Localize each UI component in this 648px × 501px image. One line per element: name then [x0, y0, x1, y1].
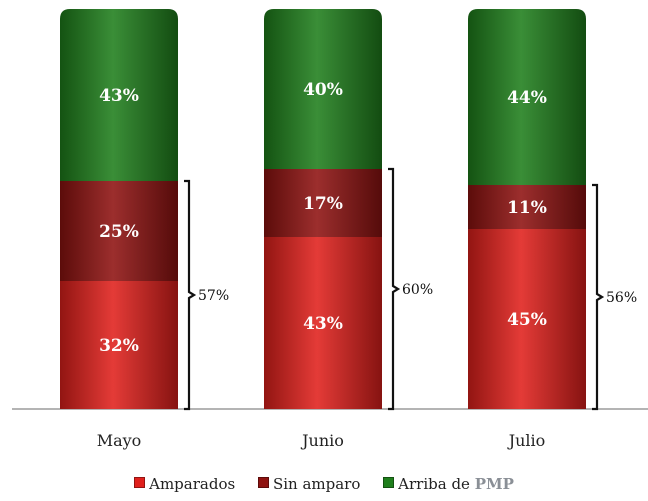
bracket-label-julio: 56%: [606, 290, 637, 306]
legend-item-arriba-de-pmp: Arriba de PMP: [383, 475, 514, 493]
category-label-mayo: Mayo: [97, 431, 142, 450]
legend-item-amparados: Amparados: [134, 475, 235, 493]
bracket-label-mayo: 57%: [198, 288, 229, 304]
data-label-julio-amparados: 45%: [507, 310, 547, 330]
bar-julio-arriba-de-pmp: [468, 9, 586, 185]
brackets-layer: 57% 60% 56%: [184, 167, 637, 411]
bar-junio-sin-amparo: [264, 169, 382, 237]
data-label-junio-arriba-de-pmp: 40%: [303, 80, 343, 100]
bracket-mayo: [184, 179, 197, 411]
legend-item-sin-amparo: Sin amparo: [257, 475, 361, 493]
bar-julio-sin-amparo: [468, 185, 586, 229]
bar-julio-amparados: [468, 229, 586, 409]
legend-label-amparados: Amparados: [149, 475, 236, 493]
legend-label-arriba-de: Arriba de: [398, 475, 475, 493]
data-label-mayo-arriba-de-pmp: 43%: [99, 86, 139, 106]
bar-junio-amparados: [264, 237, 382, 409]
data-label-mayo-amparados: 32%: [99, 336, 139, 356]
data-label-junio-amparados: 43%: [303, 314, 343, 334]
bar-junio-arriba-de-pmp: [264, 9, 382, 169]
bracket-julio: [592, 183, 605, 411]
data-label-junio-sin-amparo: 17%: [303, 194, 343, 214]
legend-label-sin-amparo: Sin amparo: [272, 475, 361, 493]
bracket-junio: [388, 167, 401, 411]
bracket-label-junio: 60%: [402, 282, 433, 298]
category-label-junio: Junio: [300, 431, 344, 450]
legend-label-pmp: PMP: [474, 475, 514, 493]
labels-layer: 32% 25% 43% 43% 17% 40% 45% 11% 44%: [99, 80, 547, 356]
bar-mayo-amparados: [60, 281, 178, 409]
legend-swatch-amparados: [134, 477, 146, 488]
data-label-julio-sin-amparo: 11%: [507, 198, 547, 218]
data-label-julio-arriba-de-pmp: 44%: [507, 88, 547, 108]
bars-layer: [60, 9, 586, 409]
data-label-mayo-sin-amparo: 25%: [99, 222, 139, 242]
legend: Amparados Sin amparo Arriba de PMP: [0, 474, 648, 493]
legend-swatch-sin-amparo: [257, 477, 269, 488]
bar-mayo-arriba-de-pmp: [60, 9, 178, 181]
category-label-julio: Julio: [507, 431, 546, 450]
legend-swatch-arriba-de-pmp: [383, 477, 395, 488]
category-labels: Mayo Junio Julio: [97, 431, 546, 450]
bar-mayo-sin-amparo: [60, 181, 178, 281]
